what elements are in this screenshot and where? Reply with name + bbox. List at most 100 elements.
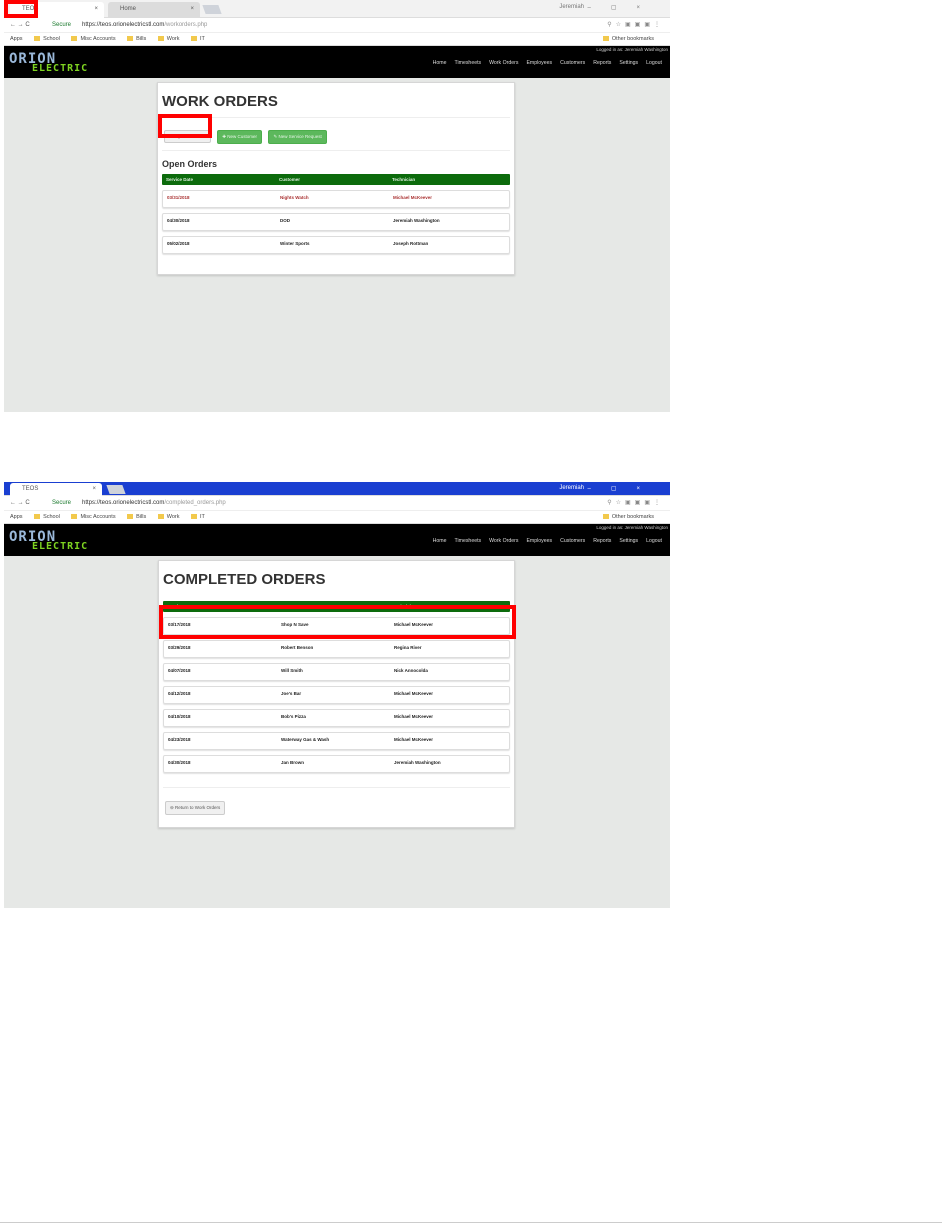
screenshot-work-orders: TEOS × Home × Jeremiah –▢× ← → C Secure ht… — [4, 0, 670, 412]
close-icon[interactable]: × — [92, 486, 96, 492]
table-row[interactable]: 04/23/2018 Waterway Gas & Wash Michael McK… — [163, 732, 510, 750]
bookmark-work[interactable]: Work — [157, 36, 179, 42]
cell-technician: Michael McKeever — [394, 691, 434, 696]
tab-label: TEOS — [22, 6, 39, 12]
new-service-request-button[interactable]: ✎ New Service Request — [268, 130, 327, 144]
cell-customer: Winter Sports — [280, 241, 310, 246]
bookmark-it[interactable]: IT — [191, 36, 205, 42]
cell-technician: Jeremiah Washington — [394, 760, 441, 765]
table-row[interactable]: 03/31/2018 Nights Watch Michael McKeever — [162, 190, 510, 208]
nav-settings[interactable]: Settings — [619, 60, 639, 66]
table-row[interactable]: 04/30/2018 Jan Brown Jeremiah Washington — [163, 755, 510, 773]
bookmarks-bar: Apps School Misc Accounts Bills Work IT … — [4, 33, 670, 46]
nav-home[interactable]: Home — [432, 60, 447, 66]
window-controls-icon[interactable]: –▢× — [587, 486, 660, 492]
nav-work-orders[interactable]: Work Orders — [489, 538, 519, 544]
address-bar[interactable]: ← → C Secure https://teos.orionelectrics… — [4, 18, 670, 33]
bookmark-misc[interactable]: Misc Accounts — [71, 514, 116, 520]
tab-teos[interactable]: TEOS × — [10, 483, 102, 496]
completed-orders-card: COMPLETED ORDERS Service Date Customer Tec… — [158, 560, 515, 828]
tab-home[interactable]: Home × — [108, 2, 200, 18]
nav-customers[interactable]: Customers — [560, 60, 586, 66]
table-row[interactable]: 04/07/2018 Will Smith Nick Annocolda — [163, 663, 510, 681]
toolbar-icons[interactable]: ⚲☆▣▣▣⋮ — [607, 500, 664, 506]
close-icon[interactable]: × — [94, 6, 98, 12]
close-icon[interactable]: × — [190, 6, 194, 12]
logo[interactable]: ORION — [9, 529, 57, 545]
table-row[interactable]: 03/29/2018 Robert Benson Regina River — [163, 640, 510, 658]
toolbar-icons[interactable]: ⚲☆▣▣▣⋮ — [607, 22, 664, 28]
col-customer: Customer — [279, 177, 301, 182]
table-row[interactable]: 04/30/2018 DOD Jeremiah Washington — [162, 213, 510, 231]
nav-timesheets[interactable]: Timesheets — [454, 60, 482, 66]
url-host: https://teos.orionelectricstl.com — [82, 22, 165, 28]
nav-arrows-icon[interactable]: ← → C — [10, 22, 30, 28]
nav-customers[interactable]: Customers — [560, 538, 586, 544]
cell-technician: Michael McKeever — [393, 195, 433, 200]
bookmark-bills[interactable]: Bills — [127, 514, 146, 520]
bookmark-misc[interactable]: Misc Accounts — [71, 36, 116, 42]
bookmark-work[interactable]: Work — [157, 514, 179, 520]
address-bar[interactable]: ← → C Secure https://teos.orionelectrics… — [4, 496, 670, 511]
tab-bar: TEOS × Jeremiah –▢× — [4, 482, 670, 496]
cell-customer: Shop N Save — [281, 622, 309, 627]
nav-home[interactable]: Home — [432, 538, 447, 544]
bookmark-bills[interactable]: Bills — [127, 36, 146, 42]
nav-reports[interactable]: Reports — [593, 538, 612, 544]
bookmark-school[interactable]: School — [34, 36, 60, 42]
bookmark-apps[interactable]: Apps — [10, 36, 23, 42]
table-row[interactable]: 04/12/2018 Joe's Bar Michael McKeever — [163, 686, 510, 704]
other-bookmarks[interactable]: Other bookmarks — [602, 36, 654, 42]
cell-customer: Robert Benson — [281, 645, 314, 650]
cell-customer: DOD — [280, 218, 290, 223]
profile-name[interactable]: Jeremiah — [559, 4, 584, 10]
cell-service-date: 04/30/2018 — [168, 760, 191, 765]
bookmark-school[interactable]: School — [34, 514, 60, 520]
bookmark-it[interactable]: IT — [191, 514, 205, 520]
nav-employees[interactable]: Employees — [526, 60, 553, 66]
new-tab-button[interactable] — [106, 485, 126, 494]
logged-in-text: Logged in as: Jeremiah Washington — [596, 47, 668, 52]
nav-work-orders[interactable]: Work Orders — [489, 60, 519, 66]
nav-logout[interactable]: Logout — [646, 538, 662, 544]
new-tab-button[interactable] — [202, 5, 222, 14]
col-technician: Technician — [392, 177, 416, 182]
tab-bar: TEOS × Home × Jeremiah –▢× — [4, 0, 670, 18]
bookmark-apps[interactable]: Apps — [10, 514, 23, 520]
secure-label: Secure — [52, 22, 72, 28]
new-customer-button[interactable]: ✚ New Customer — [217, 130, 263, 144]
nav-settings[interactable]: Settings — [619, 538, 639, 544]
table-row[interactable]: 04/10/2018 Bob's Pizza Michael McKeever — [163, 709, 510, 727]
page-title: COMPLETED ORDERS — [163, 571, 326, 588]
highlight-box — [159, 605, 516, 639]
cell-service-date: 03/29/2018 — [168, 645, 191, 650]
screenshot-completed-orders: TEOS × Jeremiah –▢× ← → C Secure https://… — [4, 482, 670, 908]
page-divider — [0, 1222, 942, 1223]
nav-arrows-icon[interactable]: ← → C — [10, 500, 30, 506]
window-controls-icon[interactable]: –▢× — [587, 5, 660, 11]
nav-logout[interactable]: Logout — [646, 60, 662, 66]
table-header: Service Date Customer Technician — [162, 174, 510, 185]
tab-label: TEOS — [22, 486, 39, 492]
tab-label: Home — [120, 6, 137, 12]
cell-technician: Michael McKeever — [394, 714, 434, 719]
nav-menu: Home Timesheets Work Orders Employees Custom… — [433, 538, 662, 544]
highlight-box — [158, 114, 212, 138]
nav-reports[interactable]: Reports — [593, 60, 612, 66]
cell-customer: Bob's Pizza — [281, 714, 306, 719]
page-title: WORK ORDERS — [162, 93, 278, 110]
nav-timesheets[interactable]: Timesheets — [454, 538, 482, 544]
nav-employees[interactable]: Employees — [526, 538, 553, 544]
profile-name[interactable]: Jeremiah — [559, 485, 584, 491]
other-bookmarks[interactable]: Other bookmarks — [602, 514, 654, 520]
table-row[interactable]: 05/02/2018 Winter Sports Joseph Rottman — [162, 236, 510, 254]
cell-technician: Jeremiah Washington — [393, 218, 440, 223]
logo[interactable]: ORION — [9, 51, 57, 67]
site-navbar: ORION ELECTRIC Logged in as: Jeremiah Wa… — [4, 46, 670, 78]
site-navbar: ORION ELECTRIC Logged in as: Jeremiah Wa… — [4, 524, 670, 556]
table-row[interactable]: 03/17/2018 Shop N Save Michael McKeever — [163, 617, 510, 635]
logo-sub: ELECTRIC — [32, 541, 89, 552]
nav-menu: Home Timesheets Work Orders Employees Custom… — [433, 60, 662, 66]
cell-customer: Jan Brown — [281, 760, 305, 765]
return-to-work-orders-button[interactable]: ⊖ Return to Work Orders — [165, 801, 226, 815]
